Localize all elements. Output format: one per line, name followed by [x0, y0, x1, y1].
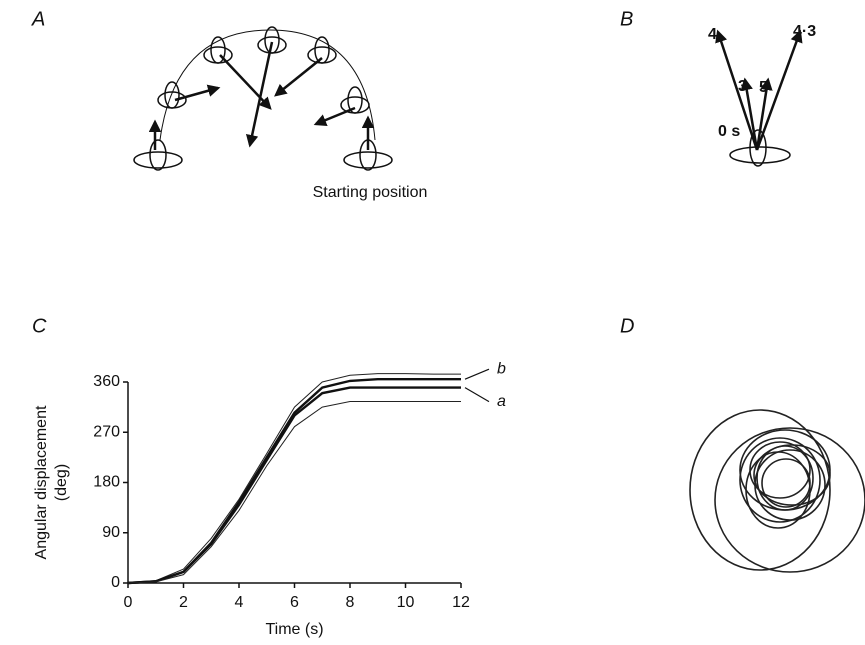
leader-line: [464, 368, 490, 380]
x-axis-label: Time (s): [265, 621, 323, 638]
time-label: 4: [708, 26, 717, 43]
caption: Starting position: [313, 184, 428, 201]
time-label: 4·3: [793, 23, 816, 40]
y-axis-unit: (deg): [53, 464, 70, 501]
panel-label: D: [620, 315, 634, 337]
line-series: [127, 401, 461, 584]
trajectory-drawing: [689, 409, 865, 573]
series-label: b: [497, 360, 506, 377]
x-tick-label: 2: [179, 594, 188, 611]
y-tick-label: 270: [93, 423, 120, 440]
series-label: a: [497, 393, 506, 410]
y-tick-label: 0: [111, 574, 120, 591]
y-tick-label: 180: [93, 474, 120, 491]
line-series: [127, 373, 461, 584]
x-tick-label: 8: [346, 594, 355, 611]
time-label: 5: [759, 79, 768, 96]
y-tick-label: 360: [93, 373, 120, 390]
leader-line: [464, 387, 490, 403]
x-tick-label: 0: [124, 594, 133, 611]
y-axis-label: Angular displacement: [33, 405, 50, 559]
x-tick-label: 4: [235, 594, 244, 611]
panel-label: C: [32, 315, 47, 337]
arrow-diagram: [715, 29, 803, 167]
x-tick-label: 12: [452, 594, 470, 611]
time-label: 0 s: [718, 123, 740, 140]
line-series: [127, 378, 461, 585]
panel-label: A: [31, 8, 45, 30]
x-tick-label: 10: [397, 594, 415, 611]
y-tick-label: 90: [102, 524, 120, 541]
panel-label: B: [620, 8, 633, 30]
x-tick-label: 6: [290, 594, 299, 611]
rotation-diagram: [133, 26, 393, 171]
time-label: 3: [738, 78, 747, 95]
line-series: [127, 386, 461, 585]
